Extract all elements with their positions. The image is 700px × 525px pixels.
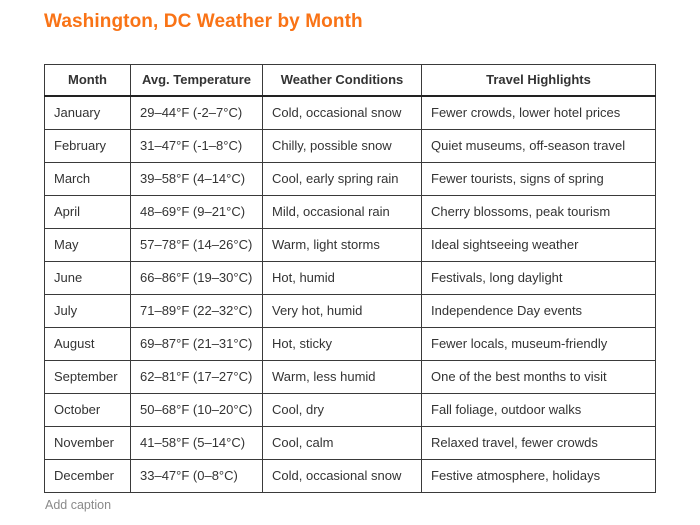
table-cell: Festive atmosphere, holidays xyxy=(421,459,656,493)
table-row: July 71–89°F (22–32°C) Very hot, humid Inde… xyxy=(44,294,656,328)
table-cell: Warm, light storms xyxy=(262,228,422,262)
table-cell: Independence Day events xyxy=(421,294,656,328)
table-cell: Festivals, long daylight xyxy=(421,261,656,295)
table-cell: Hot, humid xyxy=(262,261,422,295)
column-header-travel-highlights: Travel Highlights xyxy=(421,64,656,97)
table-cell: 39–58°F (4–14°C) xyxy=(130,162,263,196)
table-cell: Cool, dry xyxy=(262,393,422,427)
table-cell: Mild, occasional rain xyxy=(262,195,422,229)
table-cell: Fall foliage, outdoor walks xyxy=(421,393,656,427)
weather-table: Month Avg. Temperature Weather Condition… xyxy=(44,64,656,493)
table-cell: Quiet museums, off-season travel xyxy=(421,129,656,163)
table-row: January 29–44°F (-2–7°C) Cold, occasional … xyxy=(44,95,656,130)
table-cell: Relaxed travel, fewer crowds xyxy=(421,426,656,460)
table-row: April 48–69°F (9–21°C) Mild, occasional ra… xyxy=(44,195,656,229)
table-cell: Fewer crowds, lower hotel prices xyxy=(421,95,656,130)
table-row: November 41–58°F (5–14°C) Cool, calm Relaxe… xyxy=(44,426,656,460)
table-cell: February xyxy=(44,129,131,163)
table-cell: 31–47°F (-1–8°C) xyxy=(130,129,263,163)
table-cell: Cool, calm xyxy=(262,426,422,460)
table-cell: January xyxy=(44,95,131,130)
table-row: May 57–78°F (14–26°C) Warm, light storms Id… xyxy=(44,228,656,262)
table-row: September 62–81°F (17–27°C) Warm, less hum… xyxy=(44,360,656,394)
column-header-weather-conditions: Weather Conditions xyxy=(262,64,422,97)
table-cell: 57–78°F (14–26°C) xyxy=(130,228,263,262)
table-cell: March xyxy=(44,162,131,196)
table-cell: Fewer locals, museum-friendly xyxy=(421,327,656,361)
table-cell: Fewer tourists, signs of spring xyxy=(421,162,656,196)
table-cell: May xyxy=(44,228,131,262)
table-header-row: Month Avg. Temperature Weather Condition… xyxy=(44,64,656,97)
table-row: March 39–58°F (4–14°C) Cool, early spring … xyxy=(44,162,656,196)
table-cell: 48–69°F (9–21°C) xyxy=(130,195,263,229)
table-body: January 29–44°F (-2–7°C) Cold, occasional … xyxy=(44,95,656,493)
table-row: December 33–47°F (0–8°C) Cold, occasional … xyxy=(44,459,656,493)
table-row: June 66–86°F (19–30°C) Hot, humid Festivals… xyxy=(44,261,656,295)
table-cell: Chilly, possible snow xyxy=(262,129,422,163)
table-cell: 29–44°F (-2–7°C) xyxy=(130,95,263,130)
page-title: Washington, DC Weather by Month xyxy=(44,11,363,32)
table-cell: July xyxy=(44,294,131,328)
table-row: August 69–87°F (21–31°C) Hot, sticky Fewer … xyxy=(44,327,656,361)
table-row: February 31–47°F (-1–8°C) Chilly, possible… xyxy=(44,129,656,163)
column-header-month: Month xyxy=(44,64,131,97)
table-cell: Hot, sticky xyxy=(262,327,422,361)
table-cell: Cherry blossoms, peak tourism xyxy=(421,195,656,229)
add-caption-placeholder[interactable]: Add caption xyxy=(45,498,112,512)
table-cell: Very hot, humid xyxy=(262,294,422,328)
table-cell: Cold, occasional snow xyxy=(262,459,422,493)
table-cell: April xyxy=(44,195,131,229)
table-cell: Ideal sightseeing weather xyxy=(421,228,656,262)
table-cell: November xyxy=(44,426,131,460)
table-cell: 71–89°F (22–32°C) xyxy=(130,294,263,328)
table-cell: 69–87°F (21–31°C) xyxy=(130,327,263,361)
document-page: Washington, DC Weather by Month Month Av… xyxy=(44,11,656,512)
table-cell: August xyxy=(44,327,131,361)
table-cell: September xyxy=(44,360,131,394)
table-cell: 50–68°F (10–20°C) xyxy=(130,393,263,427)
table-cell: Cold, occasional snow xyxy=(262,95,422,130)
table-cell: June xyxy=(44,261,131,295)
table-cell: One of the best months to visit xyxy=(421,360,656,394)
table-cell: 41–58°F (5–14°C) xyxy=(130,426,263,460)
table-cell: 62–81°F (17–27°C) xyxy=(130,360,263,394)
table-cell: 33–47°F (0–8°C) xyxy=(130,459,263,493)
table-cell: October xyxy=(44,393,131,427)
table-cell: 66–86°F (19–30°C) xyxy=(130,261,263,295)
table-cell: December xyxy=(44,459,131,493)
column-header-avg-temperature: Avg. Temperature xyxy=(130,64,263,97)
table-row: October 50–68°F (10–20°C) Cool, dry Fall fo… xyxy=(44,393,656,427)
table-cell: Cool, early spring rain xyxy=(262,162,422,196)
table-cell: Warm, less humid xyxy=(262,360,422,394)
